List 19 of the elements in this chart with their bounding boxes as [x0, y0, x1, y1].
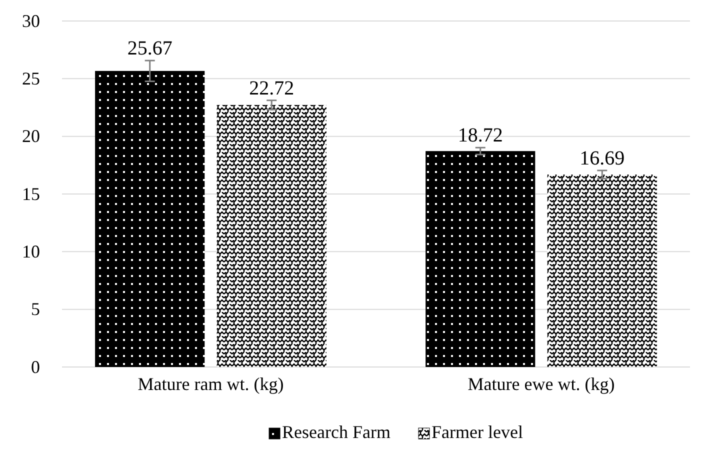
data-label: 18.72 [458, 124, 503, 147]
data-label: 22.72 [249, 77, 294, 100]
bar [426, 151, 536, 367]
y-tick-label: 25 [22, 68, 40, 88]
y-tick-label: 10 [22, 241, 40, 262]
data-label: 25.67 [127, 38, 172, 60]
legend-label: Research Farm [282, 422, 390, 442]
y-tick-label: 30 [22, 10, 40, 31]
x-tick-label: Mature ram wt. (kg) [138, 374, 284, 394]
y-tick-label: 20 [22, 126, 40, 146]
x-tick-label: Mature ewe wt. (kg) [468, 374, 615, 394]
bar [547, 174, 657, 367]
y-tick-label: 15 [22, 184, 40, 204]
y-tick-label: 5 [31, 299, 40, 320]
bar [95, 70, 205, 367]
bar [216, 104, 326, 367]
legend-label: Farmer level [432, 422, 523, 442]
data-label: 16.69 [580, 147, 625, 170]
y-tick-label: 0 [31, 356, 40, 377]
